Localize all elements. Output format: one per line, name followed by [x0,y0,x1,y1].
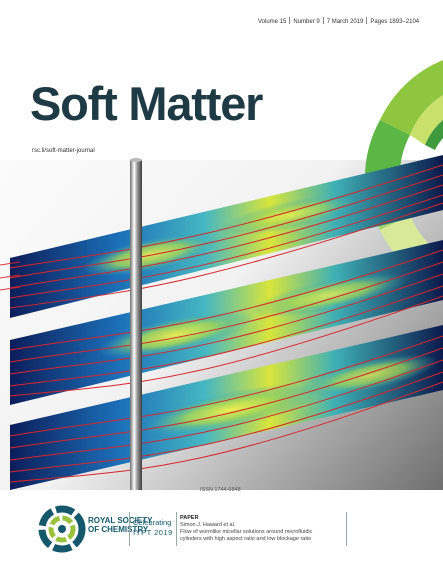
streamlines-left [0,261,21,291]
paper-label: PAPER [180,515,199,521]
issue-info: Volume 15 Number 9 7 March 2019 Pages 1893–… [258,17,440,25]
rsc-line2: OF CHEMISTRY [88,525,149,534]
paper-authors: Simon J. Haward et al. [180,522,236,528]
cylinder-rod [130,158,142,490]
volume: Volume 15 [258,19,287,25]
divider [176,512,177,546]
flow-sheet-top [9,155,443,318]
journal-title: Soft Matter [30,77,263,130]
rsc-logo-icon [38,505,86,553]
rsc-line1: ROYAL SOCIETY [88,516,153,525]
page-range: Pages 1893–2104 [370,19,420,25]
celebrating-badge: Celebrating IYPT 2019 [133,518,173,538]
paper-title-line1: Flow of wormlike micellar solutions arou… [180,529,313,535]
celebrating-line2: IYPT 2019 [133,528,173,537]
cover-artwork [0,0,443,490]
divider [129,512,130,546]
issn: ISSN 1744-6848 [200,487,241,493]
paper-title-line2: cylinders with high aspect ratio and low… [180,536,312,542]
rsc-wordmark: ROYAL SOCIETY OF CHEMISTRY [88,516,152,534]
divider [346,512,347,546]
journal-url: rsc.li/soft-matter-journal [32,148,95,154]
celebrating-line1: Celebrating [133,518,172,527]
issue-number: Number 9 [293,19,320,25]
featured-paper: PAPER Simon J. Haward et al. Flow of wor… [180,515,350,543]
issue-date: 7 March 2019 [326,19,364,25]
flow-sheet-bottom [9,325,443,490]
